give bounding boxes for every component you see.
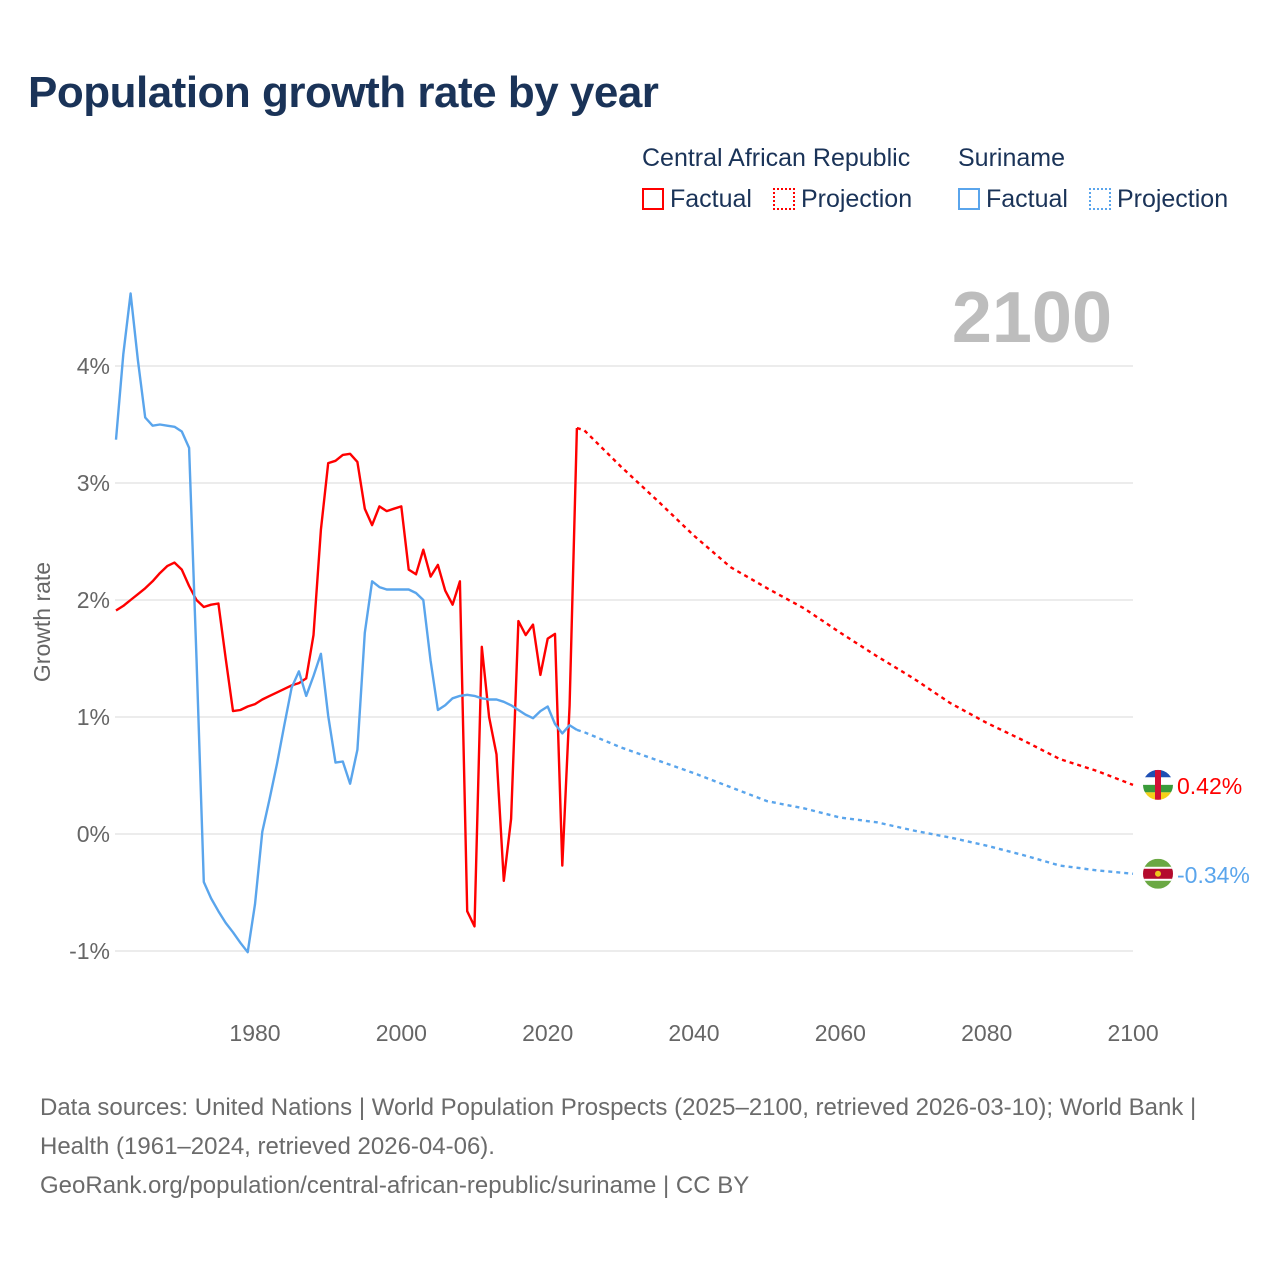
y-tick-label: 4% bbox=[77, 353, 110, 379]
end-value-label: 0.42% bbox=[1177, 773, 1242, 799]
x-tick-label: 2020 bbox=[522, 1020, 573, 1046]
legend-group-car: Central African Republic Factual Project… bbox=[642, 144, 912, 214]
y-tick-label: -1% bbox=[69, 938, 110, 964]
legend-group-title: Suriname bbox=[958, 144, 1065, 172]
page-title: Population growth rate by year bbox=[28, 68, 659, 117]
series-line-factual bbox=[114, 292, 578, 954]
chart: 2100 Growth rate -1% 0% 1% 2% 3% 4% 1980 2000 20… bbox=[29, 278, 1250, 1046]
legend-swatch-solid-icon bbox=[958, 188, 980, 210]
legend-swatch-dotted-icon bbox=[1088, 188, 1111, 210]
y-tick-label: 2% bbox=[77, 587, 110, 613]
x-tick-label: 2100 bbox=[1107, 1020, 1158, 1046]
legend-item-suriname-projection[interactable]: Projection bbox=[1088, 185, 1228, 213]
legend-group-suriname: Suriname Factual Projection bbox=[958, 144, 1228, 214]
data-sources: Data sources: United Nations | World Pop… bbox=[40, 1094, 1197, 1160]
y-tick-label: 0% bbox=[77, 821, 110, 847]
legend-item-suriname-factual[interactable]: Factual bbox=[958, 185, 1068, 213]
legend-item-car-factual[interactable]: Factual bbox=[642, 185, 752, 213]
flag-car-icon bbox=[1143, 769, 1173, 800]
x-tick-label: 2040 bbox=[668, 1020, 719, 1046]
year-display: 2100 bbox=[952, 278, 1112, 358]
x-tick-label: 2080 bbox=[961, 1020, 1012, 1046]
y-axis-label: Growth rate bbox=[29, 562, 55, 682]
source-note: Data sources: United Nations | World Pop… bbox=[40, 1088, 1240, 1205]
legend-swatch-dotted-icon bbox=[772, 188, 795, 210]
attribution-link[interactable]: GeoRank.org/population/central-african-r… bbox=[40, 1172, 750, 1199]
x-tick-label: 2060 bbox=[815, 1020, 866, 1046]
x-tick-label: 2000 bbox=[376, 1020, 427, 1046]
series-line-projection bbox=[576, 728, 1134, 875]
legend-item-car-projection[interactable]: Projection bbox=[772, 185, 912, 213]
y-tick-label: 1% bbox=[77, 704, 110, 730]
legend-swatch-solid-icon bbox=[642, 188, 664, 210]
legend-group-title: Central African Republic bbox=[642, 144, 911, 172]
series-line-projection bbox=[576, 426, 1134, 787]
series-line-factual bbox=[115, 427, 579, 928]
end-value-label: -0.34% bbox=[1177, 862, 1250, 888]
flag-suriname-icon bbox=[1143, 858, 1173, 889]
x-tick-label: 1980 bbox=[229, 1020, 280, 1046]
y-tick-label: 3% bbox=[77, 470, 110, 496]
